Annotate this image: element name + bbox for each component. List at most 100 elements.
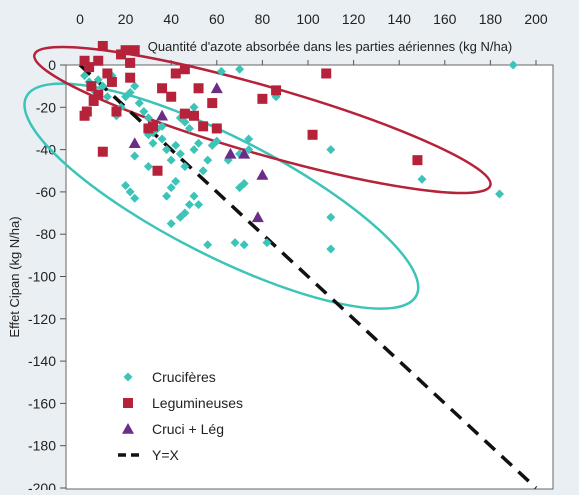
x-axis-label: Quantité d'azote absorbée dans les parti… [148, 39, 513, 54]
data-point-series-1 [157, 83, 168, 94]
x-tick-label: 140 [388, 11, 412, 27]
legend-swatch [122, 423, 134, 434]
data-point-series-1 [125, 72, 136, 83]
y-equals-x-line [78, 63, 538, 490]
data-point-series-0 [194, 138, 204, 148]
data-point-series-2 [224, 147, 237, 159]
y-tick-label: -200 [28, 480, 56, 490]
data-point-series-0 [198, 166, 208, 176]
data-point-series-1 [147, 121, 158, 132]
x-tick-label: 200 [524, 11, 548, 27]
data-point-series-1 [79, 110, 90, 121]
data-point-series-2 [128, 137, 141, 149]
data-point-series-1 [86, 81, 97, 92]
data-point-series-0 [157, 134, 167, 144]
data-point-series-0 [189, 191, 199, 201]
data-point-series-0 [326, 212, 336, 222]
data-point-series-2 [238, 147, 251, 159]
data-point-series-0 [98, 81, 108, 91]
x-tick-label: 20 [118, 11, 134, 27]
data-points [79, 40, 518, 254]
data-point-series-1 [193, 83, 204, 94]
data-point-series-1 [97, 146, 108, 157]
data-point-series-0 [80, 71, 90, 81]
data-point-series-1 [211, 123, 222, 134]
data-point-series-0 [121, 181, 131, 191]
data-point-series-0 [244, 145, 254, 155]
legend-label: Crucifères [152, 369, 216, 385]
data-point-series-0 [171, 176, 181, 186]
data-point-series-0 [203, 155, 213, 165]
y-tick-label: -140 [28, 353, 56, 369]
data-point-series-0 [417, 174, 427, 184]
legend-label: Legumineuses [152, 395, 243, 411]
data-point-series-0 [326, 145, 336, 155]
y-tick-label: 0 [48, 57, 56, 73]
data-point-series-0 [134, 98, 144, 108]
y-tick-label: -20 [36, 99, 56, 115]
y-tick-label: -180 [28, 438, 56, 454]
data-point-series-0 [143, 162, 153, 172]
data-point-series-1 [166, 91, 177, 102]
data-point-series-0 [180, 117, 190, 127]
data-point-series-2 [156, 109, 169, 121]
data-point-series-0 [166, 183, 176, 193]
data-point-series-0 [495, 189, 505, 199]
data-point-series-1 [152, 165, 163, 176]
data-point-series-0 [216, 66, 226, 76]
data-point-series-0 [180, 162, 190, 172]
data-point-series-1 [307, 129, 318, 140]
data-point-series-1 [198, 121, 209, 132]
data-point-series-0 [184, 200, 194, 210]
data-point-series-0 [194, 200, 204, 210]
data-point-series-1 [102, 68, 113, 79]
y-tick-label: -120 [28, 311, 56, 327]
data-point-series-0 [130, 81, 140, 91]
x-tick-label: 60 [209, 11, 225, 27]
data-point-series-1 [412, 155, 423, 166]
data-point-series-0 [326, 244, 336, 254]
y-tick-label: -100 [28, 269, 56, 285]
data-point-series-0 [125, 187, 135, 197]
data-point-series-0 [125, 87, 135, 97]
x-tick-label: 160 [433, 11, 457, 27]
data-point-series-0 [130, 151, 140, 161]
data-point-series-0 [139, 107, 149, 117]
x-tick-label: 120 [342, 11, 366, 27]
data-point-series-0 [157, 121, 167, 131]
data-point-series-0 [121, 92, 131, 102]
x-tick-label: 40 [163, 11, 179, 27]
reference-line-group [78, 63, 538, 490]
data-point-series-0 [230, 238, 240, 248]
data-point-series-0 [166, 219, 176, 229]
legend-label: Y=X [152, 447, 180, 463]
data-point-series-0 [212, 136, 222, 146]
y-tick-label: -80 [36, 226, 56, 242]
data-point-series-1 [106, 76, 117, 87]
data-point-series-0 [162, 191, 172, 201]
data-point-series-0 [184, 123, 194, 133]
data-point-series-0 [239, 178, 249, 188]
data-point-series-1 [93, 89, 104, 100]
legend: Crucifères Legumineuses Cruci + Lég Y=X [118, 369, 243, 463]
data-point-series-1 [125, 57, 136, 68]
x-tick-label: 0 [76, 11, 84, 27]
data-point-series-0 [244, 134, 254, 144]
data-point-series-0 [189, 145, 199, 155]
data-point-series-2 [251, 211, 264, 223]
data-point-series-2 [210, 82, 223, 94]
data-point-series-1 [321, 68, 332, 79]
data-point-series-0 [235, 64, 245, 74]
legend-swatch [123, 372, 133, 382]
data-point-series-1 [257, 93, 268, 104]
data-point-series-1 [97, 40, 108, 51]
x-tick-label: 100 [296, 11, 320, 27]
group-ellipse [23, 82, 420, 310]
data-point-series-1 [179, 64, 190, 75]
y-tick-label: -60 [36, 184, 56, 200]
data-point-series-0 [189, 102, 199, 112]
y-tick-label: -160 [28, 395, 56, 411]
y-tick-label: -40 [36, 142, 56, 158]
data-point-series-0 [203, 240, 213, 250]
data-point-series-0 [171, 140, 181, 150]
